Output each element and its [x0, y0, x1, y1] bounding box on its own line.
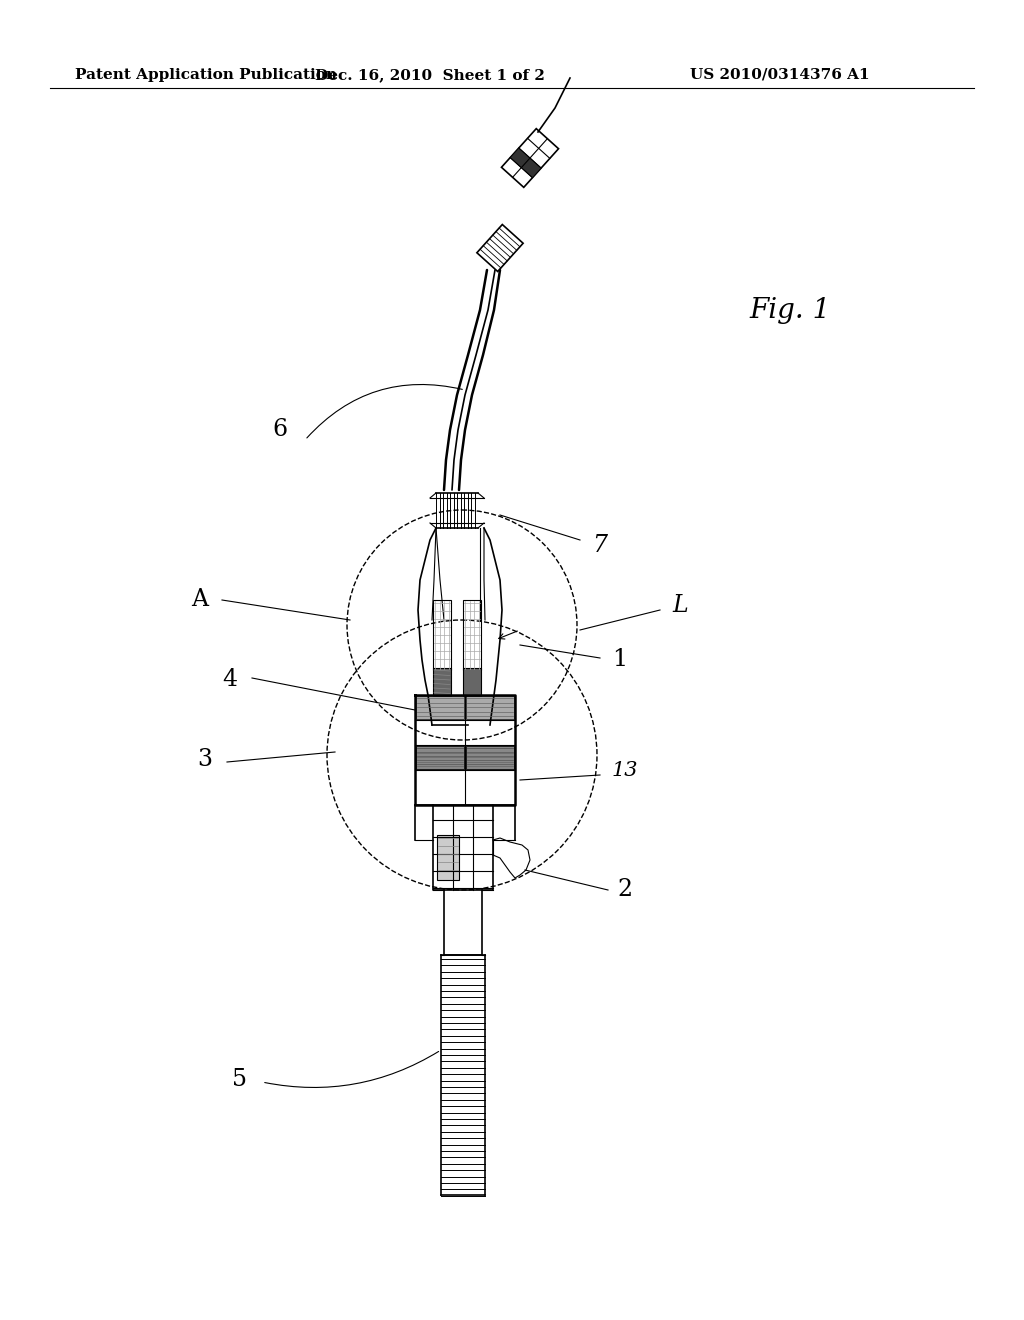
Text: 4: 4: [222, 668, 238, 692]
Bar: [433, 601, 451, 671]
Text: Fig. 1: Fig. 1: [750, 297, 830, 323]
Text: 2: 2: [617, 879, 633, 902]
Text: Dec. 16, 2010  Sheet 1 of 2: Dec. 16, 2010 Sheet 1 of 2: [315, 69, 545, 82]
Bar: [466, 696, 514, 719]
Bar: [416, 696, 464, 719]
Text: 3: 3: [198, 748, 213, 771]
Bar: [416, 746, 464, 770]
Text: L: L: [672, 594, 688, 616]
Text: 13: 13: [611, 760, 638, 780]
Polygon shape: [510, 148, 541, 178]
Text: US 2010/0314376 A1: US 2010/0314376 A1: [690, 69, 870, 82]
Bar: [437, 836, 459, 880]
Text: A: A: [191, 589, 209, 611]
Bar: [463, 668, 481, 696]
Bar: [463, 601, 481, 671]
Bar: [466, 746, 514, 770]
Text: 1: 1: [612, 648, 628, 672]
Text: Patent Application Publication: Patent Application Publication: [75, 69, 337, 82]
Bar: [466, 746, 514, 770]
Text: 5: 5: [232, 1068, 248, 1092]
Bar: [433, 668, 451, 696]
Text: 7: 7: [593, 533, 607, 557]
Text: 6: 6: [272, 418, 288, 441]
Bar: [416, 746, 464, 770]
